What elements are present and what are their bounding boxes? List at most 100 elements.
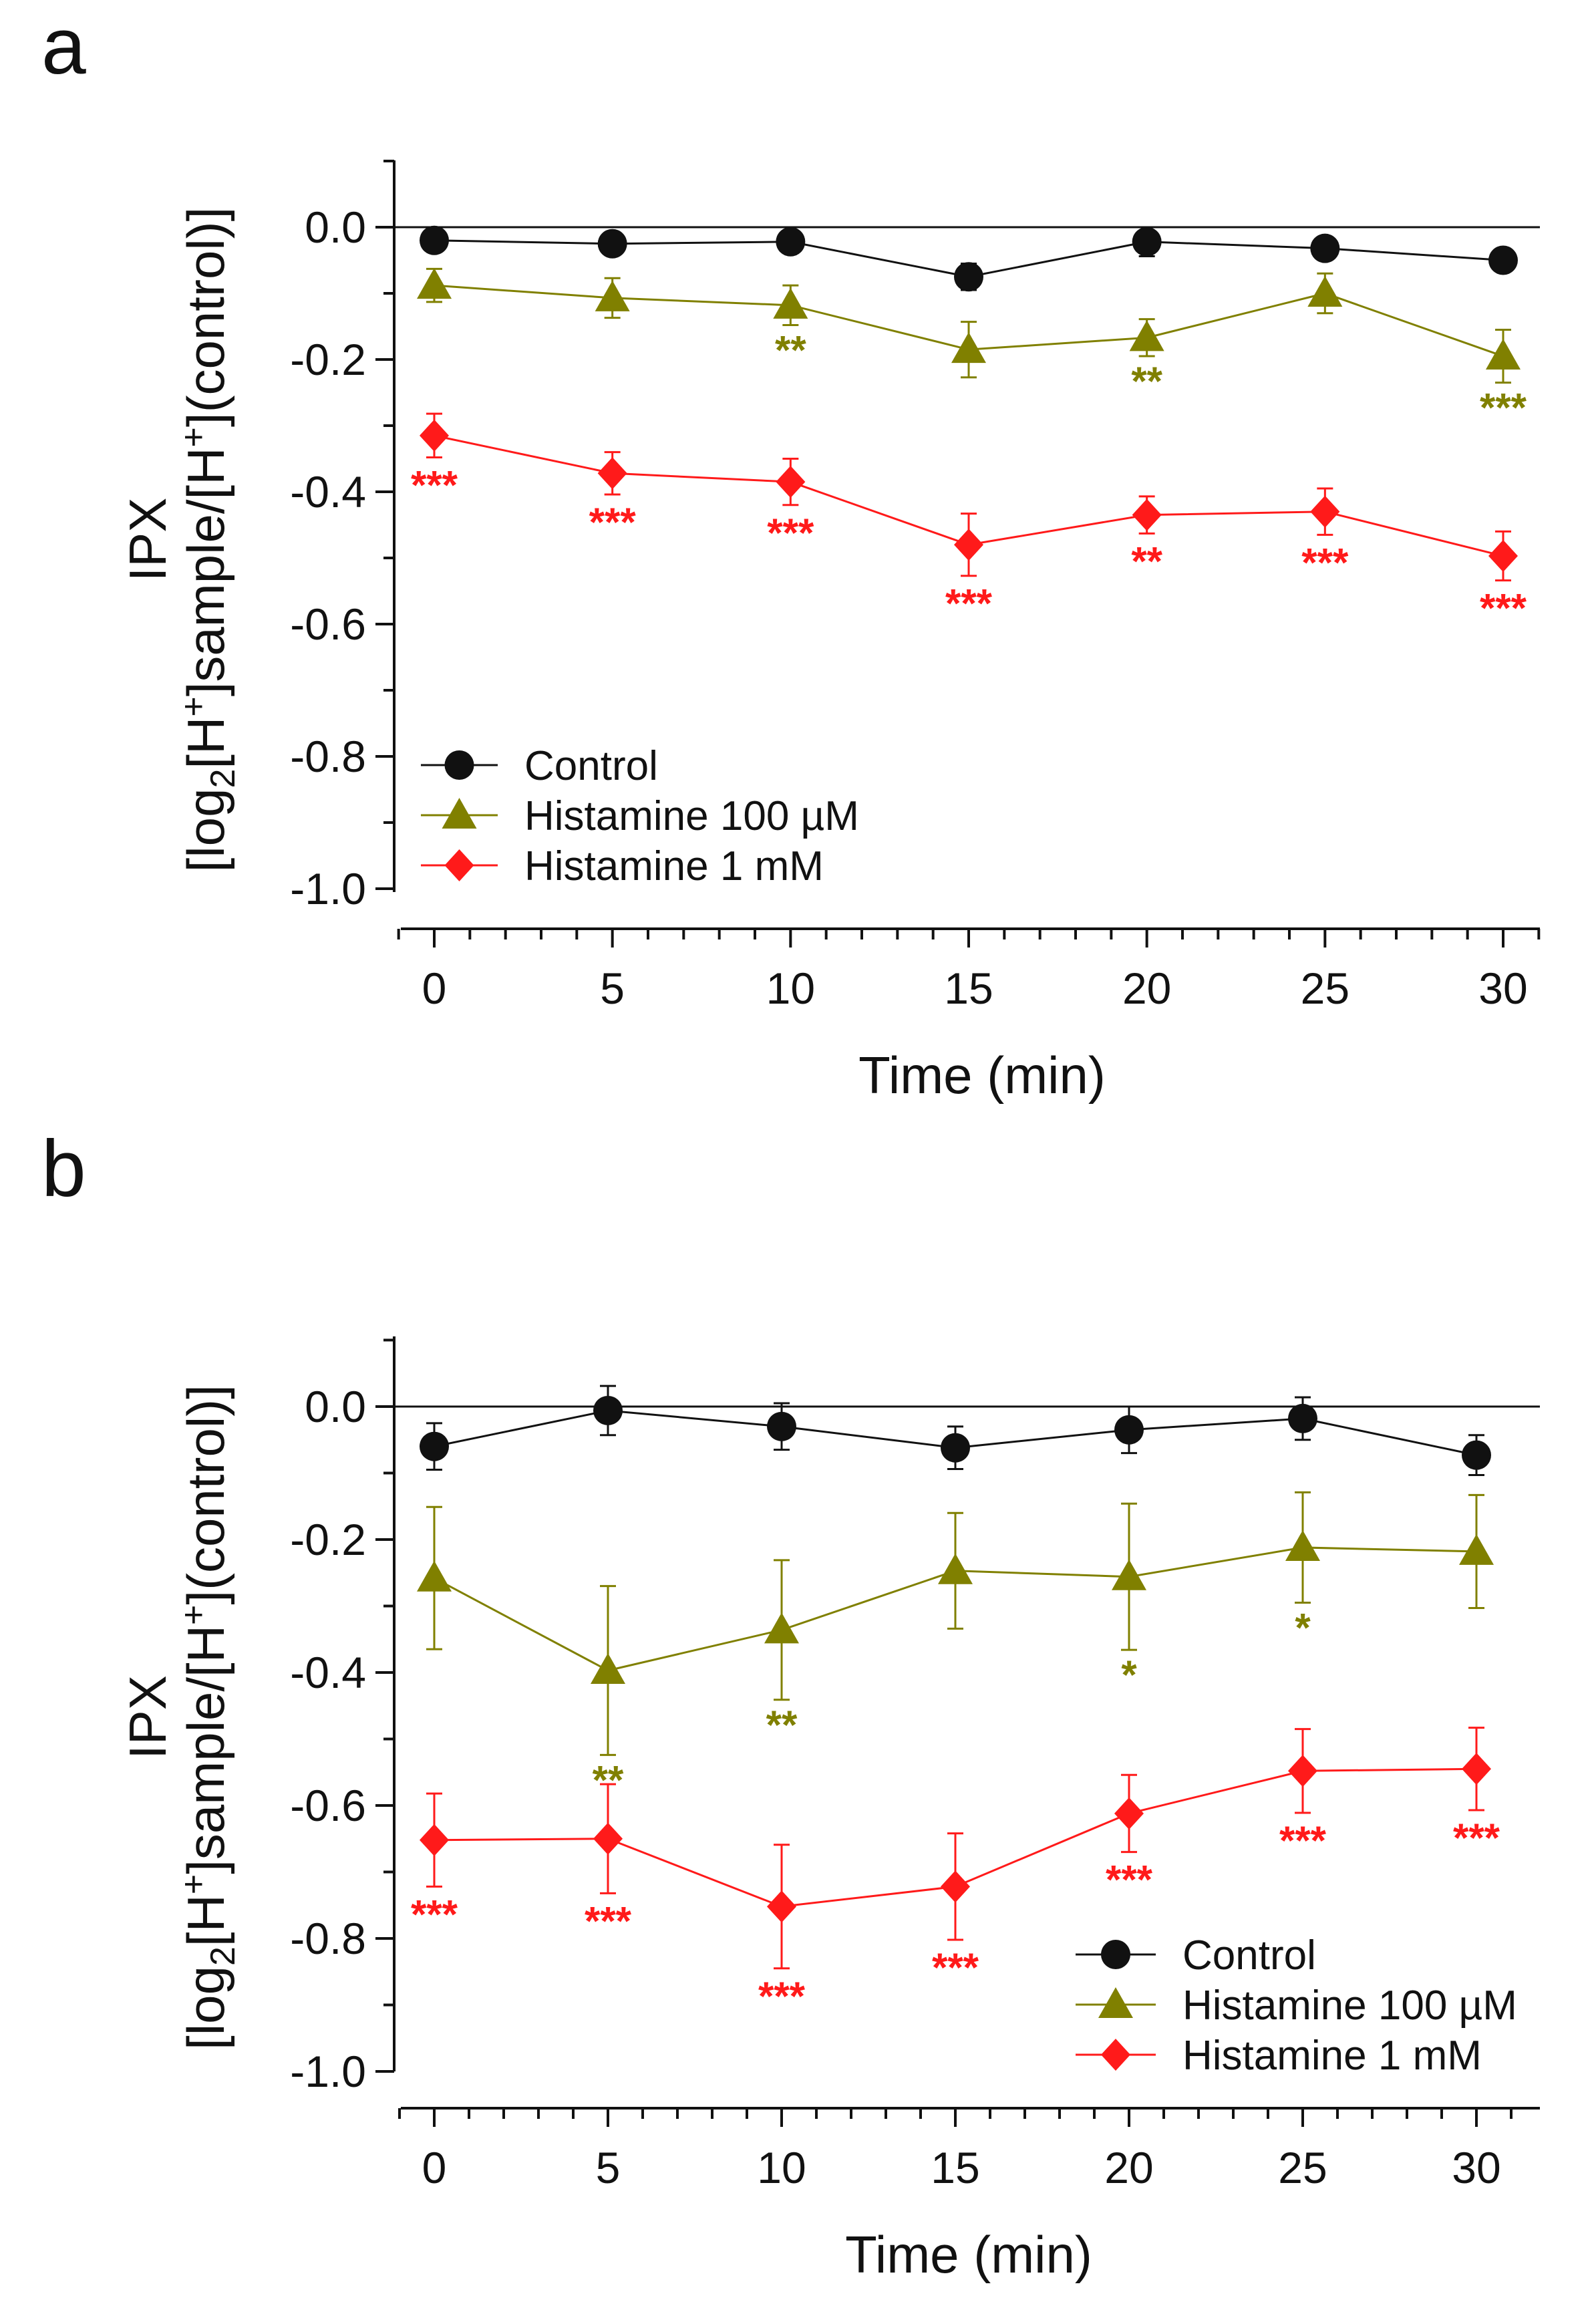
- x-tick-label: 15: [944, 964, 993, 1013]
- significance-label: **: [766, 1703, 798, 1747]
- data-point-triangle: [1486, 339, 1521, 370]
- x-tick-label: 20: [1104, 2143, 1153, 2192]
- series-hist100: *******: [417, 267, 1527, 430]
- legend-label: Histamine 1 mM: [524, 843, 824, 889]
- y-title-subscript: 2: [204, 769, 243, 788]
- x-tick-label: 0: [422, 964, 447, 1013]
- significance-label: ***: [945, 581, 993, 626]
- y-tick-label: -0.2: [290, 1515, 366, 1564]
- data-point-diamond: [1132, 498, 1162, 531]
- data-point-circle: [444, 750, 474, 780]
- data-point-triangle: [773, 287, 808, 319]
- data-point-diamond: [1101, 2039, 1130, 2071]
- data-point-circle: [776, 227, 806, 257]
- x-tick-label: 20: [1122, 964, 1171, 1013]
- data-point-diamond: [776, 466, 806, 498]
- data-point-diamond: [597, 457, 627, 490]
- significance-label: ***: [758, 1974, 806, 2019]
- data-point-diamond: [1462, 1753, 1491, 1785]
- data-point-triangle: [938, 1553, 973, 1584]
- y-tick-label: -0.8: [290, 732, 366, 781]
- significance-label: ***: [1480, 386, 1527, 430]
- significance-label: *: [1295, 1606, 1311, 1650]
- data-point-circle: [1462, 1440, 1491, 1470]
- panel-label: b: [41, 1124, 86, 1213]
- significance-label: ***: [411, 1892, 458, 1936]
- data-point-triangle: [442, 798, 477, 829]
- y-axis-title-line1: IPX: [118, 1675, 177, 1759]
- y-title-part: ](control)]: [176, 207, 235, 427]
- data-point-triangle: [1307, 276, 1343, 307]
- data-point-circle: [420, 1431, 449, 1461]
- y-title-part: [log: [176, 1966, 235, 2050]
- legend-label: Control: [524, 743, 658, 789]
- y-title-superscript: +: [174, 427, 213, 447]
- data-point-diamond: [1488, 540, 1518, 573]
- significance-label: *: [1121, 1652, 1137, 1697]
- legend-label: Histamine 100 µM: [1182, 1983, 1517, 2029]
- data-point-diamond: [420, 419, 449, 452]
- y-title-superscript: +: [174, 1874, 213, 1894]
- x-tick-label: 5: [600, 964, 625, 1013]
- y-title-superscript: +: [174, 1605, 213, 1625]
- data-point-diamond: [954, 529, 983, 561]
- panel-a: a 0.0 -0.2 -0.4 -0.6 -0.8 -1.0 0 5 10 15 20 25 30 Time…: [41, 1, 1541, 1105]
- panel-label: a: [41, 1, 86, 91]
- data-point-circle: [597, 229, 627, 259]
- x-tick-label: 5: [596, 2143, 621, 2192]
- y-axis-title-line2: [log2[H+]sample/[H+](control)]: [174, 1385, 243, 2050]
- x-tick-label: 10: [757, 2143, 806, 2192]
- x-tick-label: 25: [1278, 2143, 1327, 2192]
- y-tick-label: 0.0: [305, 1382, 366, 1431]
- x-tick-label: 25: [1301, 964, 1349, 1013]
- data-point-diamond: [593, 1822, 623, 1855]
- x-tick-label: 10: [766, 964, 815, 1013]
- significance-label: ***: [767, 511, 814, 555]
- y-tick-label: -0.6: [290, 1781, 366, 1830]
- data-point-triangle: [1459, 1534, 1494, 1565]
- data-point-circle: [1101, 1940, 1130, 1969]
- data-point-circle: [1114, 1415, 1144, 1445]
- data-point-diamond: [767, 1890, 796, 1923]
- y-tick-label: -0.8: [290, 1914, 366, 1963]
- data-point-circle: [1288, 1403, 1317, 1433]
- data-point-circle: [593, 1395, 623, 1425]
- data-point-triangle: [417, 1560, 452, 1592]
- y-tick-label: -1.0: [290, 864, 366, 913]
- panel-b: b 0.0 -0.2 -0.4 -0.6 -0.8 -1.0 0 5 10 15 20 25 30 Time…: [41, 1124, 1540, 2284]
- significance-label: **: [593, 1757, 624, 1802]
- y-title-part: ]sample/[H: [176, 1625, 235, 1874]
- significance-label: ***: [411, 463, 458, 508]
- data-point-diamond: [1288, 1755, 1317, 1787]
- significance-label: ***: [1106, 1858, 1153, 1902]
- series-hist1: *** *** *** *** *** *** ***: [411, 1727, 1500, 2019]
- data-point-triangle: [1098, 1987, 1133, 2018]
- y-tick-label: -0.4: [290, 467, 366, 517]
- data-point-triangle: [1285, 1530, 1320, 1561]
- data-point-diamond: [1310, 495, 1340, 528]
- y-tick-label: -0.2: [290, 335, 366, 384]
- data-point-circle: [954, 262, 983, 292]
- y-title-superscript: +: [174, 696, 213, 716]
- significance-label: **: [1131, 539, 1162, 583]
- y-axis-title-line1: IPX: [118, 498, 177, 582]
- y-title-part: [H: [176, 717, 235, 769]
- significance-label: **: [775, 328, 806, 373]
- data-point-circle: [767, 1411, 796, 1441]
- significance-label: ***: [932, 1945, 979, 1990]
- data-point-diamond: [941, 1870, 970, 1903]
- data-point-triangle: [1129, 320, 1164, 351]
- y-title-part: ]sample/[H: [176, 447, 235, 696]
- x-tick-label: 30: [1452, 2143, 1500, 2192]
- data-point-circle: [1132, 227, 1162, 257]
- data-point-triangle: [951, 332, 986, 364]
- x-axis-title: Time (min): [845, 2225, 1092, 2284]
- y-title-part: [H: [176, 1894, 235, 1946]
- data-point-triangle: [764, 1612, 799, 1644]
- series-hist100: ******: [417, 1491, 1494, 1802]
- data-point-circle: [420, 225, 449, 255]
- x-tick-label: 0: [422, 2143, 447, 2192]
- legend-label: Control: [1182, 1932, 1316, 1979]
